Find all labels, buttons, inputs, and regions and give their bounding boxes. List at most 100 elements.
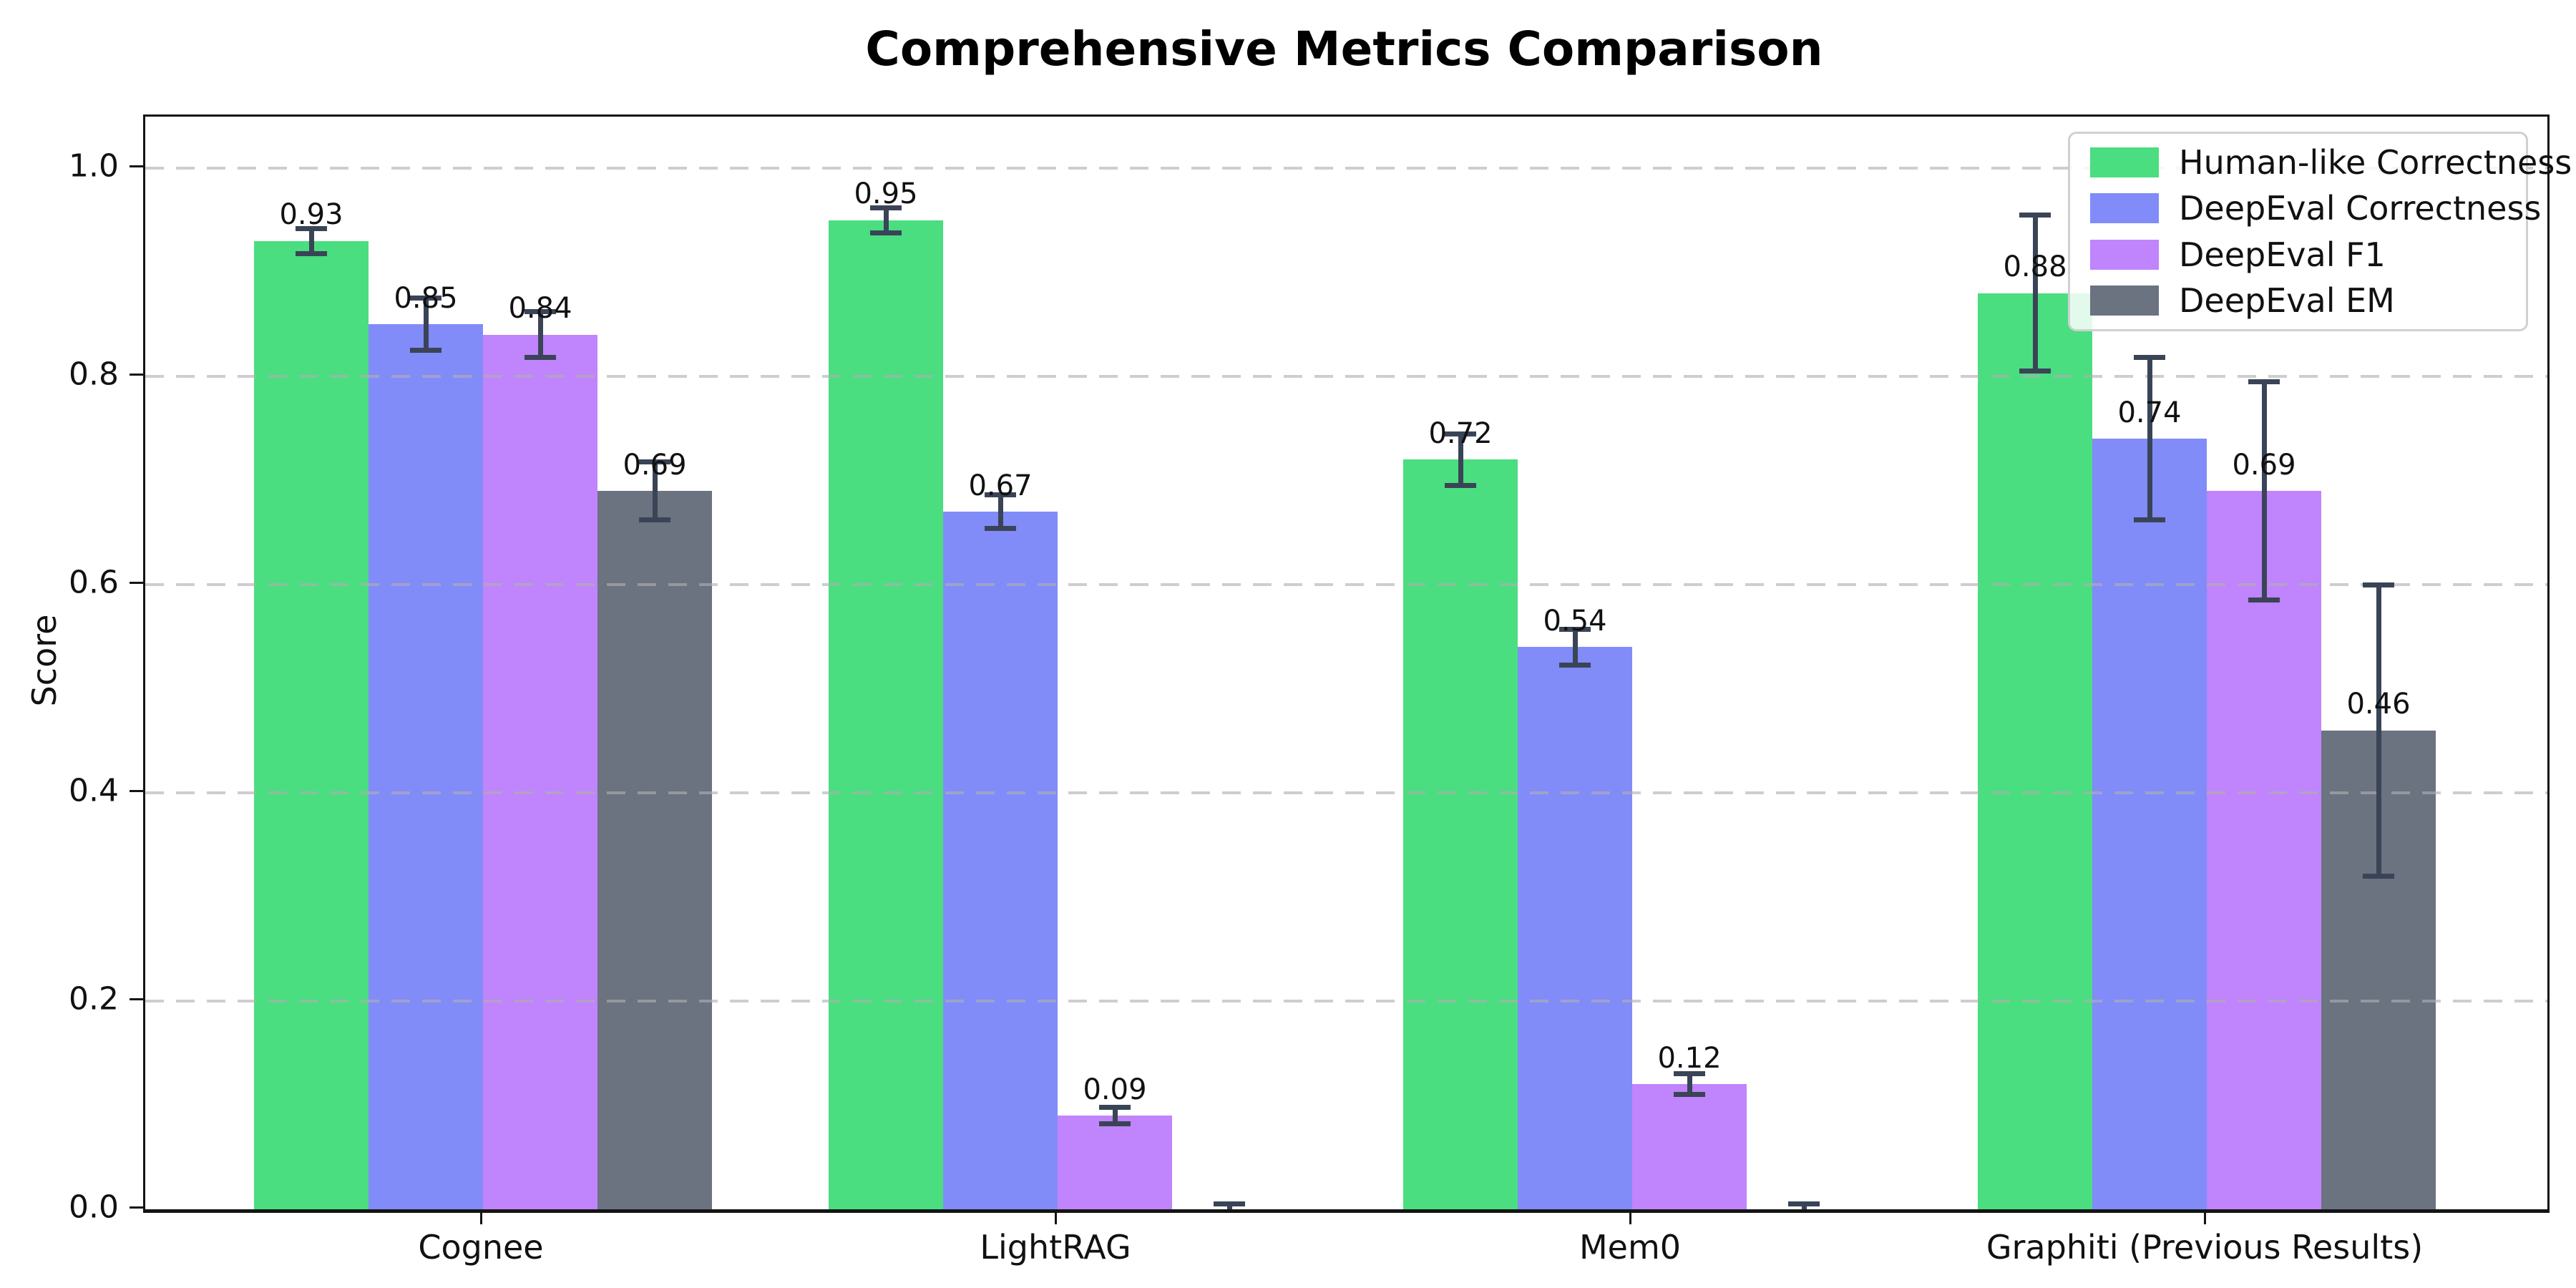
x-tick-label-mem0: Mem0: [1579, 1228, 1682, 1267]
error-bar-cap: [525, 355, 556, 361]
legend-swatch-icon: [2090, 239, 2159, 270]
error-bar-cap: [296, 250, 327, 256]
bar-value-label: 0.12: [1657, 1042, 1722, 1075]
error-bar: [1226, 1204, 1232, 1209]
x-tick-label-lightrag: LightRAG: [980, 1228, 1131, 1267]
error-bar: [1572, 629, 1578, 665]
bar-cognee-series-0: [254, 240, 369, 1209]
error-bar-cap: [2363, 873, 2394, 879]
error-bar: [2147, 357, 2152, 520]
x-tick: [479, 1211, 482, 1224]
y-tick-label: 0.4: [69, 772, 119, 809]
error-bar-cap: [1559, 627, 1591, 633]
legend-swatch-icon: [2090, 286, 2159, 316]
y-tick-label: 0.6: [69, 564, 119, 601]
error-bar: [1687, 1073, 1692, 1095]
legend-swatch-icon: [2090, 193, 2159, 224]
error-bar-cap: [870, 205, 902, 210]
y-tick: [130, 581, 143, 584]
y-axis-label: Score: [25, 614, 64, 707]
gridline-0.8: [145, 375, 2547, 378]
bar-lightrag-series-1: [943, 512, 1058, 1209]
bar-lightrag-series-0: [829, 220, 943, 1209]
error-bar-cap: [2363, 582, 2394, 587]
error-bar-cap: [1445, 483, 1476, 489]
error-bar-cap: [870, 230, 902, 235]
error-bar-cap: [1674, 1071, 1705, 1077]
error-bar-cap: [1559, 662, 1591, 668]
error-bar-cap: [1099, 1104, 1131, 1110]
error-bar-cap: [639, 459, 670, 464]
y-tick-label: 1.0: [69, 147, 119, 185]
bar-value-label: 0.46: [2346, 688, 2411, 721]
legend-item-1: DeepEval Correctness: [2070, 186, 2541, 230]
bar-value-label: 0.72: [1428, 417, 1493, 451]
legend-item-3: DeepEval EM: [2070, 278, 2526, 323]
error-bar-cap: [2248, 597, 2280, 603]
bar-graphiti-previous-results--series-2: [2207, 491, 2321, 1209]
error-bar-cap: [1788, 1212, 1820, 1213]
x-tick-label-graphiti-previous-results-: Graphiti (Previous Results): [1986, 1228, 2424, 1267]
x-tick-label-cognee: Cognee: [418, 1228, 544, 1267]
bar-lightrag-series-2: [1058, 1116, 1172, 1209]
error-bar: [308, 228, 314, 254]
error-bar-cap: [985, 492, 1016, 498]
legend-item-0: Human-like Correctness: [2070, 140, 2572, 185]
error-bar: [2376, 585, 2381, 877]
error-bar: [652, 462, 658, 520]
bar-value-label: 0.09: [1083, 1073, 1147, 1106]
gridline-1.0: [145, 167, 2547, 170]
error-bar: [2261, 381, 2267, 600]
error-bar-cap: [410, 348, 441, 353]
legend-label: DeepEval Correctness: [2179, 189, 2542, 228]
y-tick-label: 0.2: [69, 980, 119, 1018]
y-tick: [130, 165, 143, 167]
bar-mem0-series-2: [1632, 1084, 1747, 1209]
error-bar-cap: [985, 525, 1016, 531]
bar-value-label: 0.85: [394, 281, 458, 315]
bar-value-label: 0.88: [2003, 250, 2067, 284]
error-bar-cap: [410, 296, 441, 301]
bar-mem0-series-1: [1518, 647, 1632, 1209]
gridline-0.2: [145, 1000, 2547, 1002]
bar-value-label: 0.93: [279, 198, 343, 232]
bar-value-label: 0.74: [2117, 396, 2182, 429]
bar-value-label: 0.54: [1543, 604, 1607, 638]
error-bar: [883, 208, 889, 233]
error-bar: [2032, 215, 2038, 371]
bar-value-label: 0.95: [854, 177, 918, 211]
bar-graphiti-previous-results--series-0: [1978, 293, 2092, 1209]
gridline-0.6: [145, 583, 2547, 586]
error-bar-cap: [2134, 355, 2165, 361]
bar-value-label: 0.67: [968, 469, 1033, 502]
legend-item-2: DeepEval F1: [2070, 233, 2526, 277]
legend-label: DeepEval F1: [2179, 235, 2386, 274]
error-bar-cap: [2248, 379, 2280, 384]
error-bar-cap: [2134, 517, 2165, 523]
bar-mem0-series-0: [1403, 459, 1518, 1209]
bar-value-label: 0.84: [508, 292, 572, 326]
legend-swatch-icon: [2090, 147, 2159, 177]
bar-cognee-series-2: [483, 334, 597, 1209]
legend-label: Human-like Correctness: [2179, 142, 2572, 182]
chart-title: Comprehensive Metrics Comparison: [865, 21, 1823, 77]
error-bar: [537, 311, 543, 358]
y-tick: [130, 373, 143, 376]
y-tick-label: 0.0: [69, 1189, 119, 1226]
error-bar-cap: [2019, 369, 2051, 374]
error-bar: [423, 298, 429, 351]
error-bar-cap: [296, 225, 327, 231]
y-tick-label: 0.8: [69, 356, 119, 393]
error-bar-cap: [639, 517, 670, 523]
error-bar-cap: [2019, 212, 2051, 218]
y-tick: [130, 997, 143, 1000]
error-bar: [1458, 434, 1463, 486]
y-tick: [130, 789, 143, 792]
bar-cognee-series-1: [369, 324, 483, 1209]
x-tick: [1054, 1211, 1057, 1224]
error-bar-cap: [525, 309, 556, 315]
error-bar-cap: [1788, 1201, 1820, 1207]
legend: Human-like Correctness DeepEval Correctne…: [2068, 132, 2572, 331]
legend-label: DeepEval EM: [2179, 281, 2395, 321]
